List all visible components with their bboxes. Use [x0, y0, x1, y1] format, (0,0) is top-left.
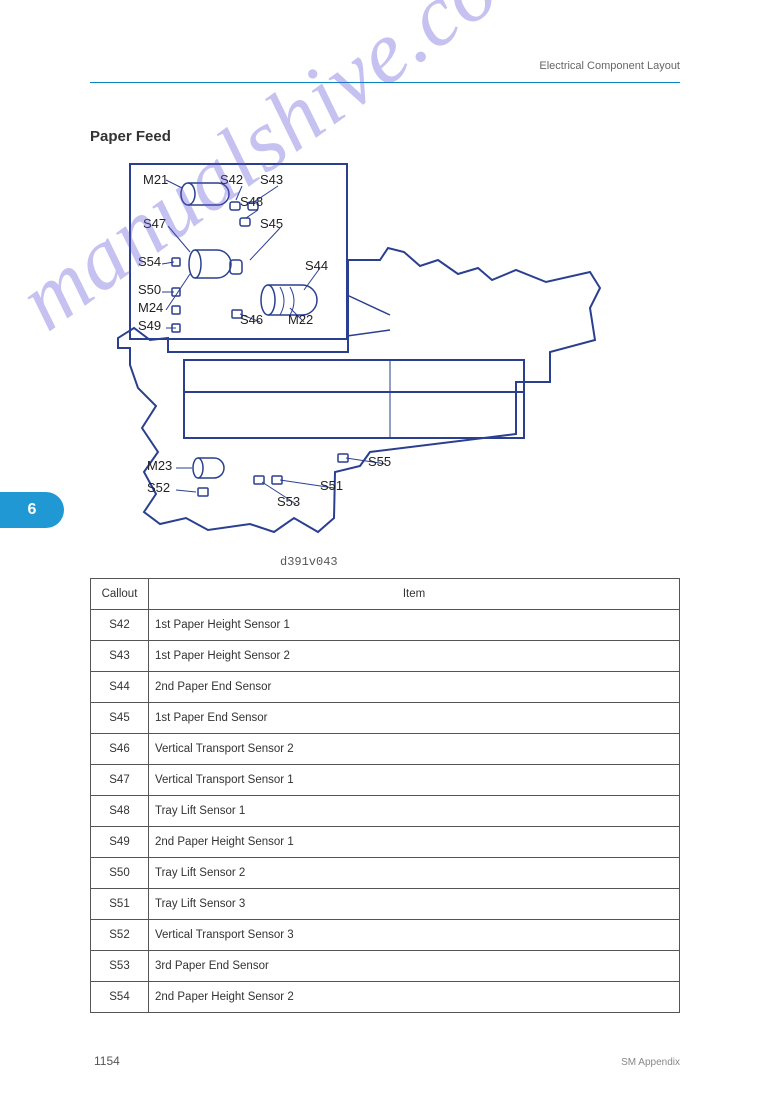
section-title: Paper Feed	[90, 128, 171, 145]
lbl-S47: S47	[143, 216, 166, 231]
lbl-S45: S45	[260, 216, 283, 231]
table-cell: Vertical Transport Sensor 3	[149, 920, 680, 951]
lbl-M24: M24	[138, 300, 163, 315]
callout-table: Callout Item S421st Paper Height Sensor …	[90, 578, 680, 1013]
diagram-caption: d391v043	[280, 555, 338, 569]
table-cell: S53	[91, 951, 149, 982]
table-cell: 3rd Paper End Sensor	[149, 951, 680, 982]
chapter-tab: 6	[0, 492, 64, 528]
inset-connector	[347, 295, 390, 336]
table-cell: S45	[91, 703, 149, 734]
lbl-S43: S43	[260, 172, 283, 187]
lbl-S54: S54	[138, 254, 161, 269]
table-row: S48Tray Lift Sensor 1	[91, 796, 680, 827]
diagram-svg: M21 S42 S43 S47 S48 S45 S54 S44 S50 M24 …	[90, 160, 620, 540]
header-rule	[90, 82, 680, 83]
table-cell: S52	[91, 920, 149, 951]
table-cell: Vertical Transport Sensor 2	[149, 734, 680, 765]
table-row: S492nd Paper Height Sensor 1	[91, 827, 680, 858]
lbl-S51: S51	[320, 478, 343, 493]
table-header-item: Item	[149, 579, 680, 610]
lbl-M22: M22	[288, 312, 313, 327]
table-row: S442nd Paper End Sensor	[91, 672, 680, 703]
table-cell: 1st Paper End Sensor	[149, 703, 680, 734]
footer-right: SM Appendix	[621, 1057, 680, 1068]
table-row: Callout Item	[91, 579, 680, 610]
table-row: S46Vertical Transport Sensor 2	[91, 734, 680, 765]
table-cell: S42	[91, 610, 149, 641]
table-cell: Tray Lift Sensor 2	[149, 858, 680, 889]
table-cell: S48	[91, 796, 149, 827]
lbl-S49: S49	[138, 318, 161, 333]
table-cell: Tray Lift Sensor 3	[149, 889, 680, 920]
lbl-M21: M21	[143, 172, 168, 187]
table-cell: S44	[91, 672, 149, 703]
table-row: S421st Paper Height Sensor 1	[91, 610, 680, 641]
table-cell: Vertical Transport Sensor 1	[149, 765, 680, 796]
table-header-callout: Callout	[91, 579, 149, 610]
table-cell: 1st Paper Height Sensor 2	[149, 641, 680, 672]
lbl-S48: S48	[240, 194, 263, 209]
lbl-M23: M23	[147, 458, 172, 473]
lbl-S52: S52	[147, 480, 170, 495]
machine-outline	[118, 248, 600, 532]
table-row: S51Tray Lift Sensor 3	[91, 889, 680, 920]
table-cell: 2nd Paper Height Sensor 2	[149, 982, 680, 1013]
table-cell: Tray Lift Sensor 1	[149, 796, 680, 827]
table-cell: S51	[91, 889, 149, 920]
lbl-S55: S55	[368, 454, 391, 469]
table-row: S542nd Paper Height Sensor 2	[91, 982, 680, 1013]
table-cell: S54	[91, 982, 149, 1013]
table-cell: 1st Paper Height Sensor 1	[149, 610, 680, 641]
lbl-S53: S53	[277, 494, 300, 509]
header-right-text: Electrical Component Layout	[539, 60, 680, 72]
diagram-container: M21 S42 S43 S47 S48 S45 S54 S44 S50 M24 …	[90, 160, 620, 540]
table-row: S52Vertical Transport Sensor 3	[91, 920, 680, 951]
page-number: 1154	[94, 1054, 120, 1068]
table-cell: 2nd Paper Height Sensor 1	[149, 827, 680, 858]
lbl-S50: S50	[138, 282, 161, 297]
lbl-S44: S44	[305, 258, 328, 273]
lbl-S42: S42	[220, 172, 243, 187]
table-cell: S43	[91, 641, 149, 672]
table-cell: S47	[91, 765, 149, 796]
table-cell: 2nd Paper End Sensor	[149, 672, 680, 703]
table-row: S431st Paper Height Sensor 2	[91, 641, 680, 672]
lbl-S46: S46	[240, 312, 263, 327]
diagram-labels: M21 S42 S43 S47 S48 S45 S54 S44 S50 M24 …	[138, 172, 391, 509]
callout-table-container: Callout Item S421st Paper Height Sensor …	[90, 578, 680, 1013]
table-cell: S49	[91, 827, 149, 858]
page-root: Electrical Component Layout Paper Feed	[0, 0, 777, 1102]
table-row: S50Tray Lift Sensor 2	[91, 858, 680, 889]
table-row: S47Vertical Transport Sensor 1	[91, 765, 680, 796]
table-row: S451st Paper End Sensor	[91, 703, 680, 734]
table-cell: S46	[91, 734, 149, 765]
table-row: S533rd Paper End Sensor	[91, 951, 680, 982]
table-cell: S50	[91, 858, 149, 889]
